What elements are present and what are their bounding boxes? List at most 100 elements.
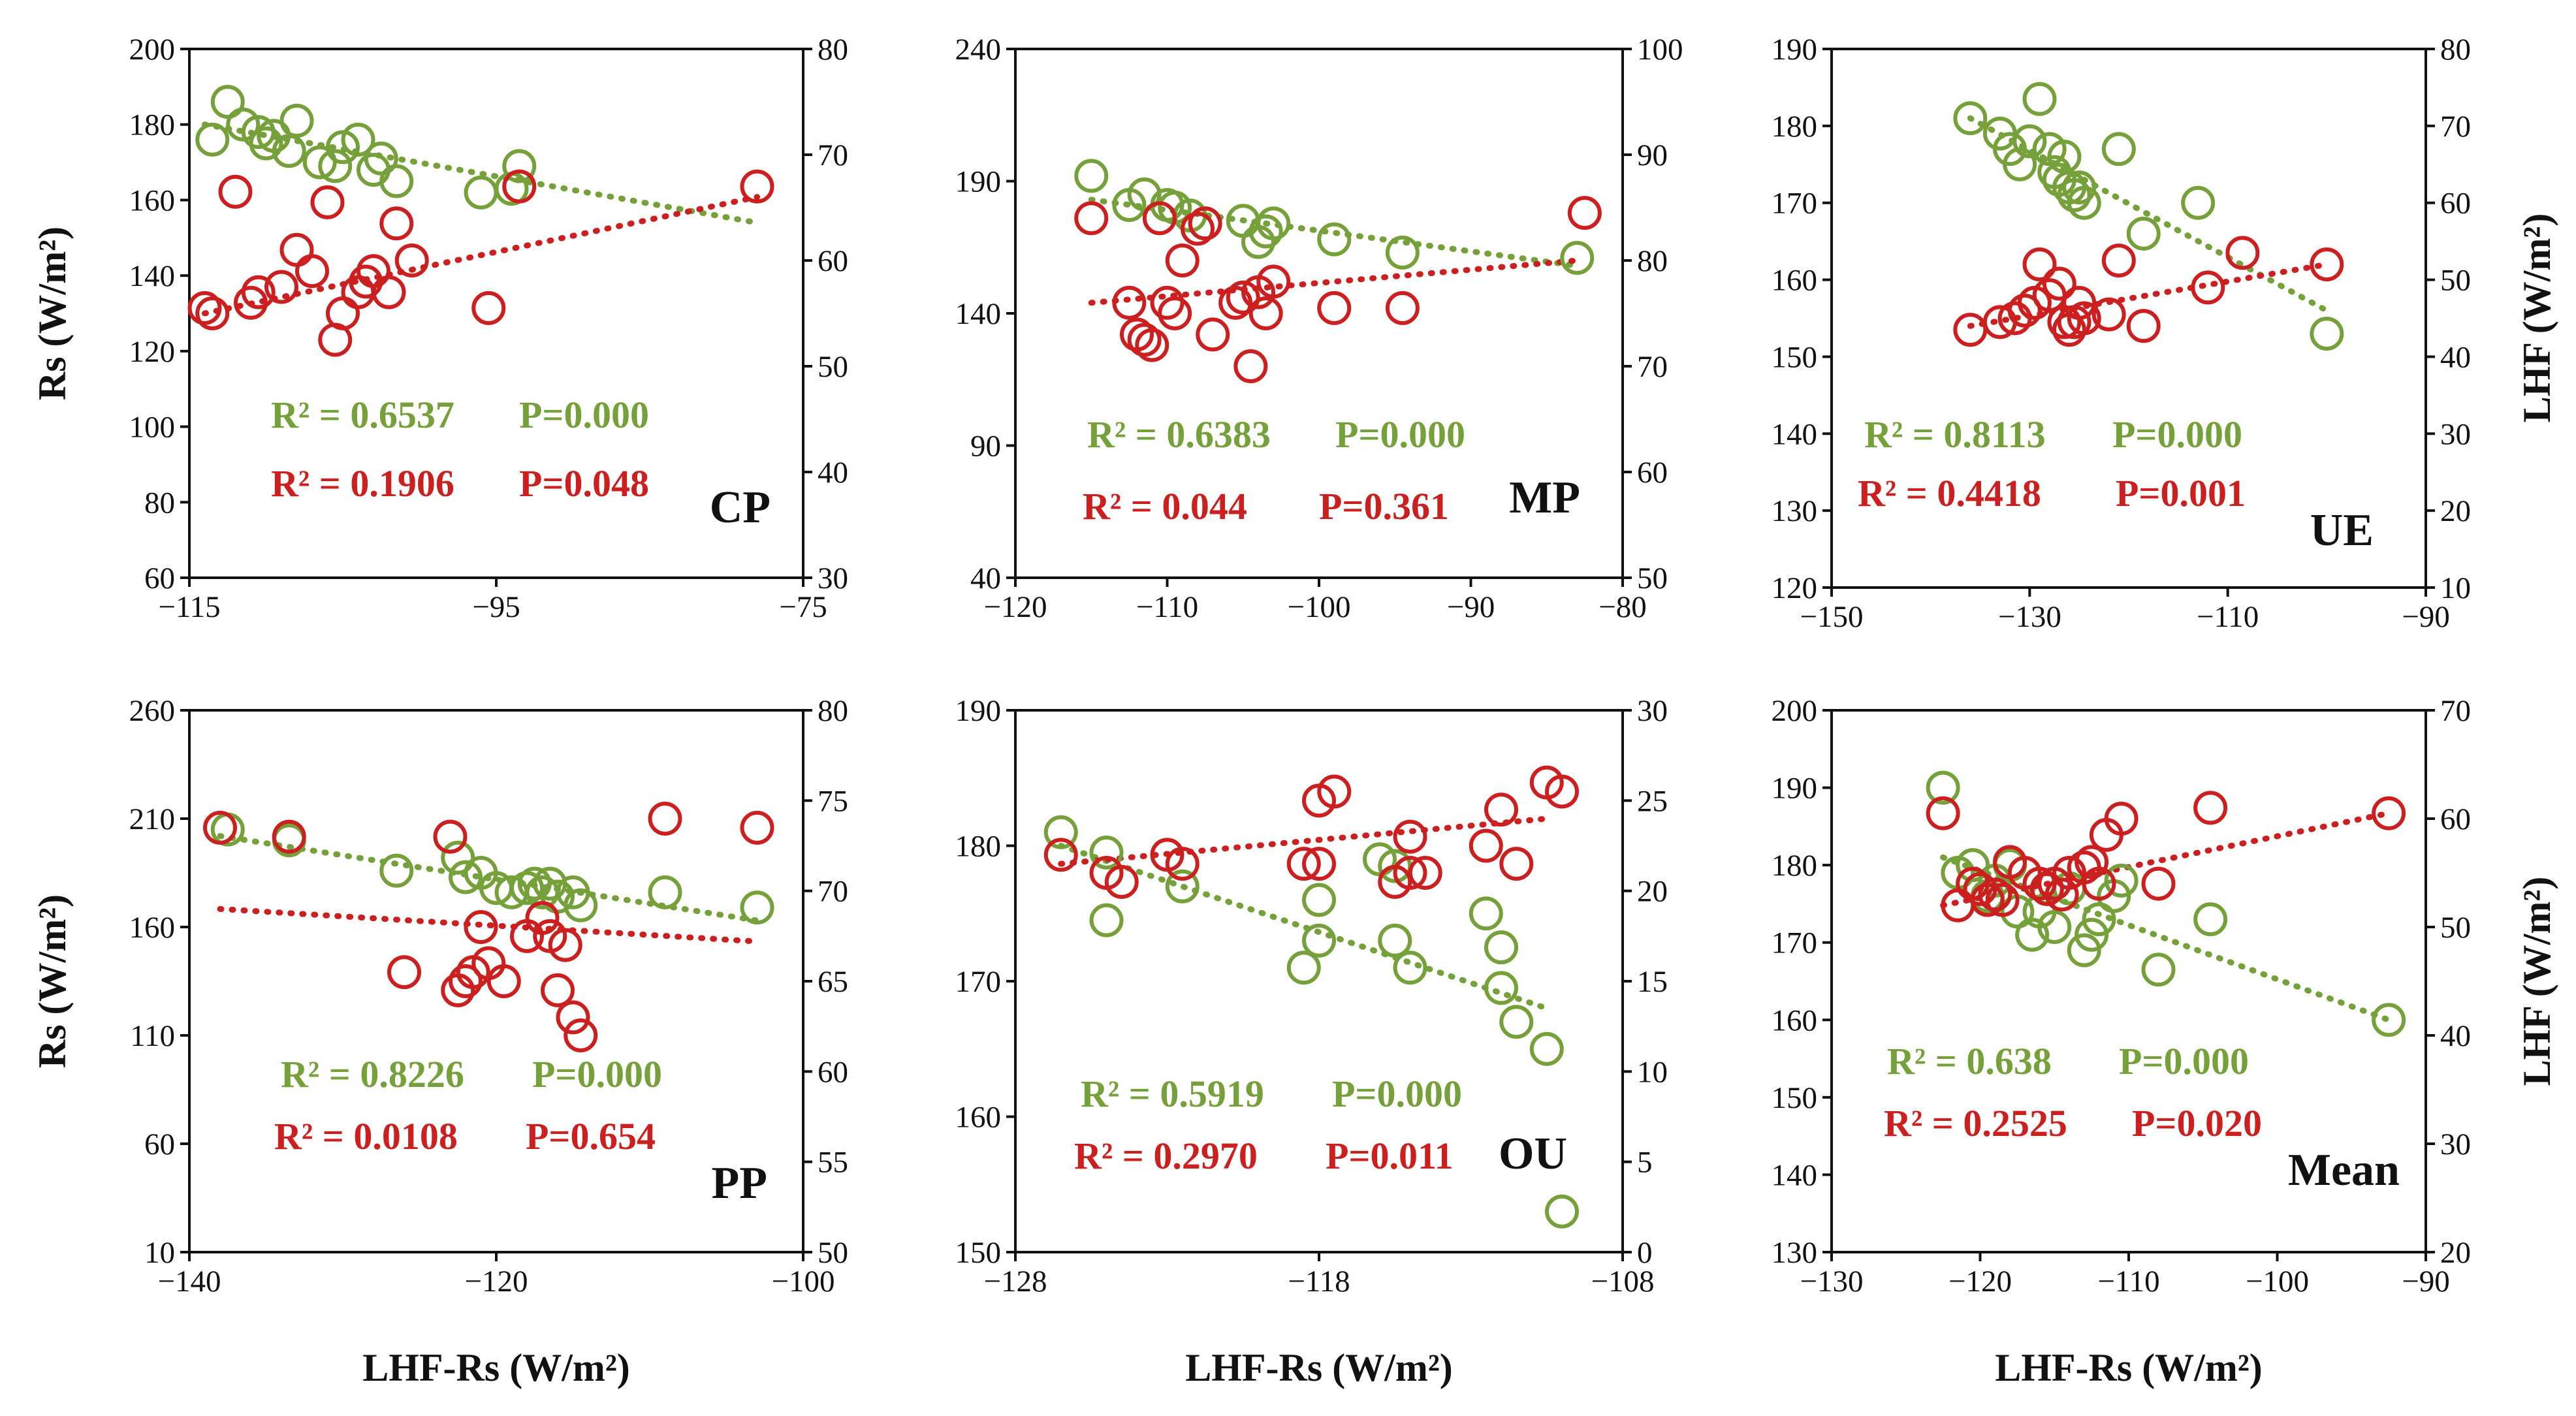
y-tick-label: 160 xyxy=(955,1101,1002,1135)
y-tick-label: 110 xyxy=(130,1019,175,1053)
y2-tick-label: 70 xyxy=(2440,694,2471,728)
rs-p-label: P=0.000 xyxy=(1335,413,1465,456)
lhf-point xyxy=(2141,866,2176,901)
rs-point xyxy=(2067,185,2101,220)
lhf-point xyxy=(187,291,222,325)
y2-tick-label: 60 xyxy=(818,1055,848,1089)
lhf-point xyxy=(1188,206,1222,241)
y2-tick-label: 40 xyxy=(2440,340,2471,374)
lhf-point xyxy=(1926,796,1960,830)
x-tick-label: −100 xyxy=(771,1265,835,1298)
x-tick-label: −115 xyxy=(158,590,220,624)
lhf-point xyxy=(1150,285,1185,320)
y-tick-label: 210 xyxy=(129,802,176,836)
rs-point xyxy=(2181,185,2216,220)
x-tick-label: −95 xyxy=(472,590,520,624)
lhf-p-label: P=0.001 xyxy=(2116,472,2246,514)
y-tick-label: 10 xyxy=(144,1236,175,1270)
lhf-p-label: P=0.654 xyxy=(526,1115,656,1157)
x-tick-label: −130 xyxy=(1998,600,2061,634)
y-tick-label: 190 xyxy=(955,165,1002,199)
lhf-point xyxy=(1484,793,1518,827)
lhf-point xyxy=(2193,791,2228,825)
rs-point xyxy=(1089,835,1124,870)
x-tick-label: −110 xyxy=(2097,1265,2159,1298)
lhf-p-label: P=0.020 xyxy=(2132,1102,2262,1144)
rs-point xyxy=(2022,82,2057,116)
y-tick-label: 180 xyxy=(1772,849,1818,883)
rs-point xyxy=(226,107,261,142)
lhf-trendline xyxy=(1088,257,1580,306)
y-tick-label: 60 xyxy=(144,1127,175,1161)
rs-point xyxy=(449,860,483,894)
rs-point xyxy=(2141,952,2176,987)
rs-point xyxy=(1484,971,1518,1005)
y-tick-label: 120 xyxy=(129,335,176,369)
lhf-point xyxy=(1499,847,1534,881)
lhf-point xyxy=(2101,244,2136,278)
lhf-point xyxy=(379,206,414,241)
x-tick-label: −140 xyxy=(157,1265,221,1298)
rs-p-label: P=0.000 xyxy=(519,394,649,436)
lhf-point xyxy=(2067,301,2101,336)
y2-tick-label: 10 xyxy=(1637,1055,1668,1089)
y-tick-label: 80 xyxy=(144,486,175,520)
rs-point xyxy=(195,122,230,157)
rs-p-label: P=0.000 xyxy=(1332,1073,1462,1115)
rs-point xyxy=(2067,933,2101,968)
x-tick-label: −128 xyxy=(983,1265,1047,1298)
rs-p-label: P=0.000 xyxy=(2112,413,2242,456)
lhf-point xyxy=(241,275,276,309)
lhf-point xyxy=(2126,309,2161,343)
y2-tick-label: 90 xyxy=(1637,138,1668,172)
rs-point xyxy=(648,875,682,909)
rs-point xyxy=(740,890,774,925)
x-tick-label: −90 xyxy=(2402,600,2450,634)
lhf-point xyxy=(1226,280,1260,315)
y2-tick-label: 15 xyxy=(1637,965,1668,999)
rs-point xyxy=(2057,178,2091,212)
rs-point xyxy=(1043,815,1078,849)
lhf-point xyxy=(2225,236,2260,270)
lhf-point xyxy=(1545,774,1579,809)
lhf-point xyxy=(1127,323,1162,357)
y2-tick-label: 50 xyxy=(2440,264,2471,298)
x-tick-label: −150 xyxy=(1800,600,1863,634)
lhf-point xyxy=(1135,328,1169,362)
x-tick-label: −80 xyxy=(1598,590,1647,624)
rs-point xyxy=(1385,235,1420,270)
rs-point xyxy=(2101,132,2136,166)
left-y-axis-title: Rs (W/m²) xyxy=(31,894,74,1068)
y-tick-label: 170 xyxy=(1772,187,1818,221)
y2-tick-label: 70 xyxy=(2440,110,2471,144)
rs-r2-label: R² = 0.638 xyxy=(1887,1040,2052,1082)
lhf-p-label: P=0.361 xyxy=(1319,485,1449,527)
lhf-point xyxy=(2075,845,2109,879)
y-tick-label: 160 xyxy=(129,911,176,945)
left-y-axis-title: Rs (W/m²) xyxy=(31,227,74,400)
lhf-point xyxy=(1985,883,2020,917)
lhf-point xyxy=(264,270,298,304)
lhf-point xyxy=(2022,247,2057,281)
y-tick-label: 40 xyxy=(970,561,1001,595)
lhf-point xyxy=(387,955,421,990)
rs-r2-label: R² = 0.6383 xyxy=(1087,413,1271,456)
lhf-r2-label: R² = 0.044 xyxy=(1083,485,1247,527)
y2-tick-label: 30 xyxy=(818,561,848,595)
lhf-point xyxy=(394,244,429,277)
lhf-point xyxy=(295,254,329,289)
lhf-point xyxy=(2029,872,2064,906)
x-axis-title: LHF-Rs (W/m²) xyxy=(1995,1346,2263,1389)
panel-title: PP xyxy=(711,1158,767,1208)
lhf-point xyxy=(1953,313,1988,347)
rs-point xyxy=(1256,206,1291,241)
lhf-point xyxy=(1256,264,1291,299)
x-tick-label: −90 xyxy=(2402,1265,2450,1298)
panel-mp: −120 −110 −100 −90 −80 40 90 140 190 240 50 60 70 80 9… xyxy=(955,33,1683,624)
lhf-r2-label: R² = 0.4418 xyxy=(1858,472,2041,514)
rs-point xyxy=(272,134,306,168)
panel-cp: −115 −95 −75 60 80 100 120 140 160 180 200 30 40 50 60… xyxy=(31,33,848,624)
lhf-point xyxy=(502,169,537,204)
y-tick-label: 140 xyxy=(955,297,1002,331)
